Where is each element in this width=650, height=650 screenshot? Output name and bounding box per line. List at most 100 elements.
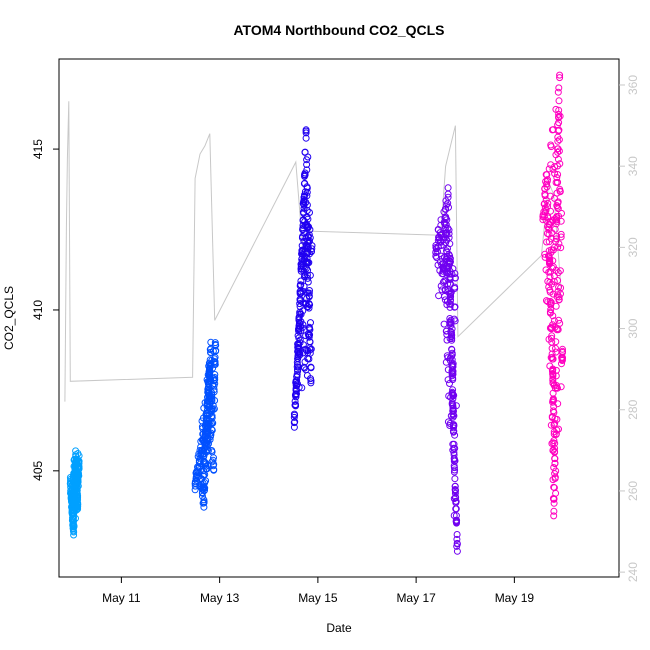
data-point	[206, 410, 214, 418]
data-point	[550, 437, 558, 445]
data-point	[549, 395, 557, 403]
data-point	[553, 174, 561, 181]
data-point	[300, 198, 308, 206]
data-point	[201, 459, 209, 467]
data-point	[557, 290, 564, 298]
data-point	[73, 471, 81, 479]
data-point	[448, 352, 455, 360]
data-point	[442, 277, 450, 285]
data-point	[437, 242, 445, 250]
data-point	[297, 310, 305, 318]
data-point	[541, 185, 549, 193]
data-point	[552, 489, 560, 497]
data-point	[204, 387, 212, 395]
data-point	[449, 410, 457, 418]
data-point	[446, 258, 453, 266]
data-point	[447, 333, 455, 340]
data-point	[296, 290, 304, 298]
data-point	[75, 452, 83, 460]
data-point	[558, 209, 565, 217]
data-point	[294, 332, 302, 340]
data-point	[450, 391, 458, 399]
data-point	[446, 273, 454, 281]
data-point	[439, 267, 447, 275]
data-point	[449, 440, 457, 448]
data-point	[551, 455, 559, 462]
data-point	[207, 349, 215, 356]
data-point	[449, 370, 457, 378]
data-point	[200, 496, 208, 504]
data-point	[302, 300, 310, 308]
series-4	[432, 184, 461, 555]
data-point	[553, 216, 561, 224]
data-point	[547, 300, 555, 307]
data-point	[548, 355, 556, 363]
data-point	[70, 531, 78, 539]
data-point	[307, 345, 315, 353]
data-point	[554, 277, 562, 284]
data-point	[555, 97, 563, 105]
data-point	[72, 451, 80, 459]
data-point	[296, 297, 304, 305]
data-point	[298, 242, 306, 250]
data-point	[548, 413, 556, 421]
series-5	[539, 71, 566, 520]
data-point	[451, 489, 459, 497]
y2-tick-label: 360	[626, 75, 640, 95]
y2-tick-label: 340	[626, 156, 640, 176]
data-point	[444, 376, 452, 384]
data-point	[442, 197, 450, 205]
data-point	[203, 399, 211, 407]
x-axis: May 11 May 13 May 15 May 17 May 19	[102, 577, 534, 605]
data-point	[204, 380, 212, 388]
data-point	[555, 136, 563, 144]
data-point	[432, 252, 440, 260]
data-point	[542, 178, 550, 185]
data-point	[550, 403, 558, 410]
data-point	[303, 184, 311, 192]
data-point	[432, 248, 440, 256]
data-point	[453, 535, 461, 543]
data-point	[546, 324, 554, 332]
data-point	[300, 200, 308, 208]
data-point	[550, 421, 558, 429]
x-tick-label: May 13	[200, 591, 240, 605]
data-point	[539, 213, 547, 221]
data-point	[305, 333, 313, 341]
data-point	[204, 435, 212, 443]
data-point	[300, 268, 308, 276]
data-point	[206, 361, 214, 369]
data-point	[448, 329, 455, 336]
data-point	[210, 454, 217, 462]
data-point	[307, 363, 315, 371]
data-point	[550, 499, 558, 507]
data-point	[554, 199, 562, 207]
data-point	[308, 242, 316, 250]
series-2	[191, 338, 220, 511]
data-point	[304, 274, 312, 282]
data-point	[448, 345, 456, 353]
data-point	[450, 464, 458, 472]
data-point	[551, 194, 558, 202]
data-point	[292, 393, 300, 401]
data-point	[299, 224, 307, 232]
data-point	[453, 531, 461, 538]
data-point	[546, 362, 554, 370]
data-point	[302, 134, 310, 142]
data-point	[196, 463, 203, 471]
data-point	[540, 200, 548, 208]
data-point	[303, 255, 311, 262]
data-point	[303, 258, 311, 266]
y2-tick-label: 300	[626, 318, 640, 338]
data-point	[546, 258, 554, 266]
data-point	[549, 370, 557, 378]
data-point	[452, 518, 460, 526]
data-point	[551, 448, 559, 455]
data-point	[439, 265, 447, 272]
data-point	[198, 417, 206, 425]
data-point	[299, 251, 307, 259]
data-point	[548, 323, 555, 331]
data-point	[543, 230, 551, 237]
data-point	[453, 540, 461, 548]
